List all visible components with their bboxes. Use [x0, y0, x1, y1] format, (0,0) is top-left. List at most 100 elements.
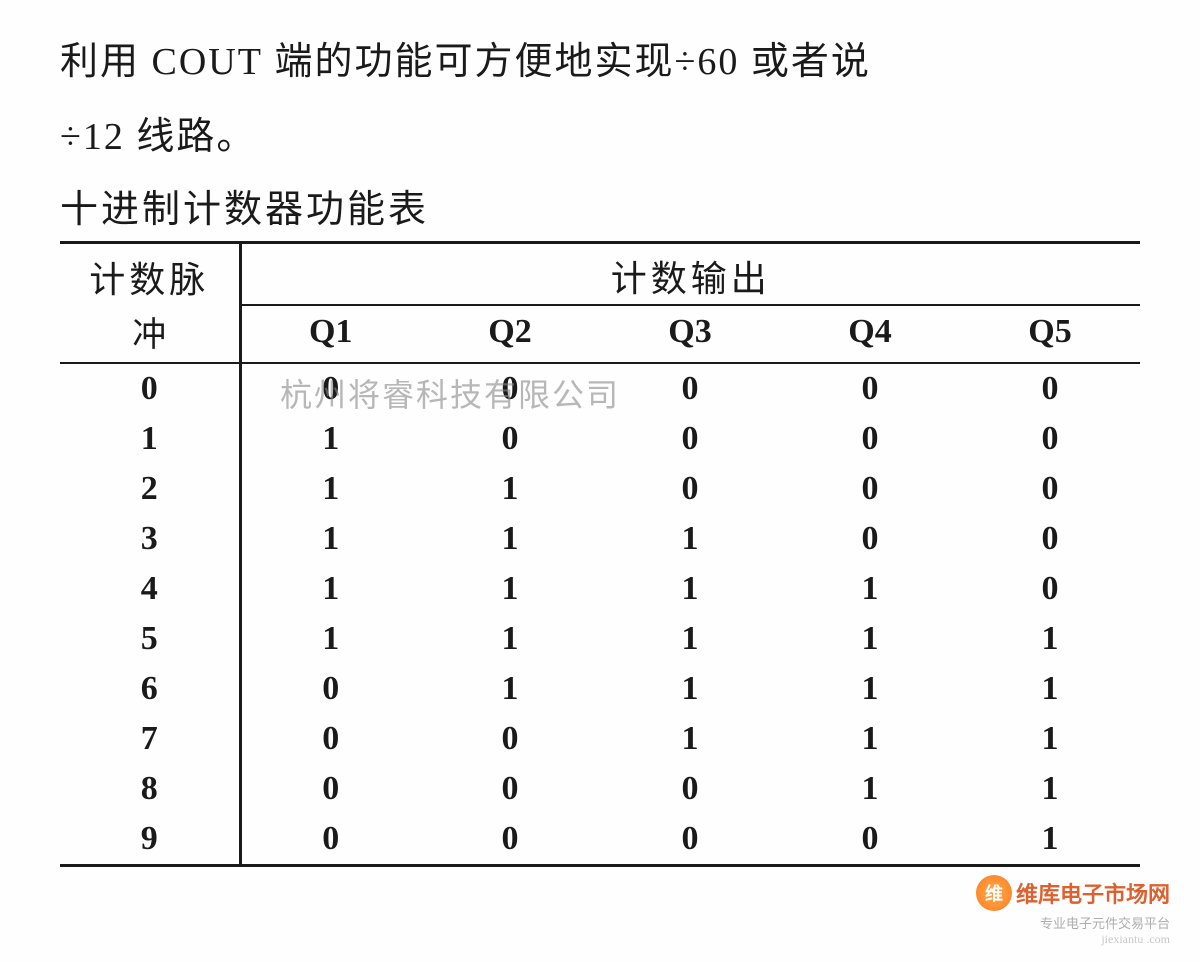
- cell-pulse: 8: [60, 764, 240, 814]
- cell-q2: 0: [420, 814, 600, 866]
- watermark-logo-row: 维 维库电子市场网: [976, 875, 1170, 911]
- cell-q5: 1: [960, 814, 1140, 866]
- cell-q1: 1: [240, 514, 420, 564]
- cell-q1: 0: [240, 664, 420, 714]
- cell-q1: 1: [240, 614, 420, 664]
- cell-q5: 0: [960, 464, 1140, 514]
- cell-q4: 1: [780, 564, 960, 614]
- cell-q1: 1: [240, 414, 420, 464]
- cell-q3: 1: [600, 564, 780, 614]
- table-row: 1 1 0 0 0 0: [60, 414, 1140, 464]
- cell-q2: 1: [420, 564, 600, 614]
- table-row: 7 0 0 1 1 1: [60, 714, 1140, 764]
- counter-function-table: 计数脉 计数输出 冲 Q1 Q2 Q3 Q4 Q5 0 0 0 0 0 0: [60, 241, 1140, 867]
- cell-q4: 0: [780, 464, 960, 514]
- table-row: 9 0 0 0 0 1: [60, 814, 1140, 866]
- cell-q3: 0: [600, 464, 780, 514]
- cell-q5: 1: [960, 764, 1140, 814]
- cell-q5: 1: [960, 664, 1140, 714]
- cell-q1: 0: [240, 814, 420, 866]
- header-q4: Q4: [780, 305, 960, 363]
- cell-q4: 1: [780, 614, 960, 664]
- header-pulse-bottom: 冲: [60, 305, 240, 363]
- cell-pulse: 5: [60, 614, 240, 664]
- intro-text: 或者说: [739, 41, 871, 83]
- watermark-bottom: 维 维库电子市场网 专业电子元件交易平台 jiexiantu .com: [976, 875, 1170, 947]
- table-row: 5 1 1 1 1 1: [60, 614, 1140, 664]
- cell-pulse: 3: [60, 514, 240, 564]
- cell-q1: 1: [240, 564, 420, 614]
- table-header-row-2: 冲 Q1 Q2 Q3 Q4 Q5: [60, 305, 1140, 363]
- cell-pulse: 9: [60, 814, 240, 866]
- intro-text: 线路。: [125, 116, 257, 158]
- number-60: 60: [697, 41, 739, 83]
- watermark-tag: jiexiantu .com: [976, 932, 1170, 947]
- cell-q3: 1: [600, 714, 780, 764]
- cell-q4: 1: [780, 714, 960, 764]
- intro-line-2: ÷12 线路。: [60, 105, 1140, 160]
- watermark-brand: 维库电子市场网: [1016, 877, 1170, 909]
- cell-pulse: 4: [60, 564, 240, 614]
- table-row: 6 0 1 1 1 1: [60, 664, 1140, 714]
- table-row: 0 0 0 0 0 0: [60, 363, 1140, 414]
- cell-q5: 0: [960, 363, 1140, 414]
- header-q5: Q5: [960, 305, 1140, 363]
- intro-text: ÷: [60, 116, 83, 158]
- table-header-row-1: 计数脉 计数输出: [60, 243, 1140, 306]
- header-q3: Q3: [600, 305, 780, 363]
- cell-q1: 0: [240, 714, 420, 764]
- cell-q2: 1: [420, 514, 600, 564]
- header-pulse-top: 计数脉: [60, 243, 240, 306]
- cell-q1: 0: [240, 764, 420, 814]
- cell-q4: 1: [780, 664, 960, 714]
- cell-q4: 0: [780, 514, 960, 564]
- intro-text: 利用: [60, 41, 152, 83]
- cell-q2: 1: [420, 614, 600, 664]
- cell-pulse: 0: [60, 363, 240, 414]
- cell-q5: 1: [960, 714, 1140, 764]
- number-12: 12: [83, 116, 125, 158]
- table-row: 3 1 1 1 0 0: [60, 514, 1140, 564]
- cell-q3: 0: [600, 814, 780, 866]
- cell-q2: 1: [420, 464, 600, 514]
- cell-q4: 0: [780, 814, 960, 866]
- header-q1: Q1: [240, 305, 420, 363]
- logo-icon: 维: [976, 875, 1012, 911]
- watermark-sub: 专业电子元件交易平台: [976, 913, 1170, 932]
- table-row: 4 1 1 1 1 0: [60, 564, 1140, 614]
- cell-q3: 0: [600, 414, 780, 464]
- cell-pulse: 7: [60, 714, 240, 764]
- header-q2: Q2: [420, 305, 600, 363]
- intro-line-1: 利用 COUT 端的功能可方便地实现÷60 或者说: [60, 30, 1140, 85]
- cell-q3: 0: [600, 363, 780, 414]
- cell-q5: 0: [960, 564, 1140, 614]
- cell-pulse: 2: [60, 464, 240, 514]
- cell-q1: 1: [240, 464, 420, 514]
- cell-q2: 1: [420, 664, 600, 714]
- cell-q2: 0: [420, 363, 600, 414]
- cell-q5: 0: [960, 414, 1140, 464]
- table-row: 2 1 1 0 0 0: [60, 464, 1140, 514]
- page-content: 利用 COUT 端的功能可方便地实现÷60 或者说 ÷12 线路。 十进制计数器…: [60, 30, 1140, 867]
- cell-q4: 1: [780, 764, 960, 814]
- cell-q2: 0: [420, 414, 600, 464]
- cell-q3: 1: [600, 664, 780, 714]
- cell-q2: 0: [420, 764, 600, 814]
- intro-text: 端的功能可方便地实现÷: [263, 41, 697, 83]
- cell-q3: 1: [600, 514, 780, 564]
- cell-q5: 1: [960, 614, 1140, 664]
- table-title: 十进制计数器功能表: [60, 178, 1140, 233]
- header-output: 计数输出: [240, 243, 1140, 306]
- cell-pulse: 1: [60, 414, 240, 464]
- cout-label: COUT: [152, 41, 263, 83]
- cell-q1: 0: [240, 363, 420, 414]
- cell-q5: 0: [960, 514, 1140, 564]
- table-row: 8 0 0 0 1 1: [60, 764, 1140, 814]
- table-body: 0 0 0 0 0 0 1 1 0 0 0 0 2 1 1 0 0 0: [60, 363, 1140, 866]
- cell-q3: 1: [600, 614, 780, 664]
- cell-pulse: 6: [60, 664, 240, 714]
- cell-q4: 0: [780, 414, 960, 464]
- cell-q4: 0: [780, 363, 960, 414]
- cell-q2: 0: [420, 714, 600, 764]
- cell-q3: 0: [600, 764, 780, 814]
